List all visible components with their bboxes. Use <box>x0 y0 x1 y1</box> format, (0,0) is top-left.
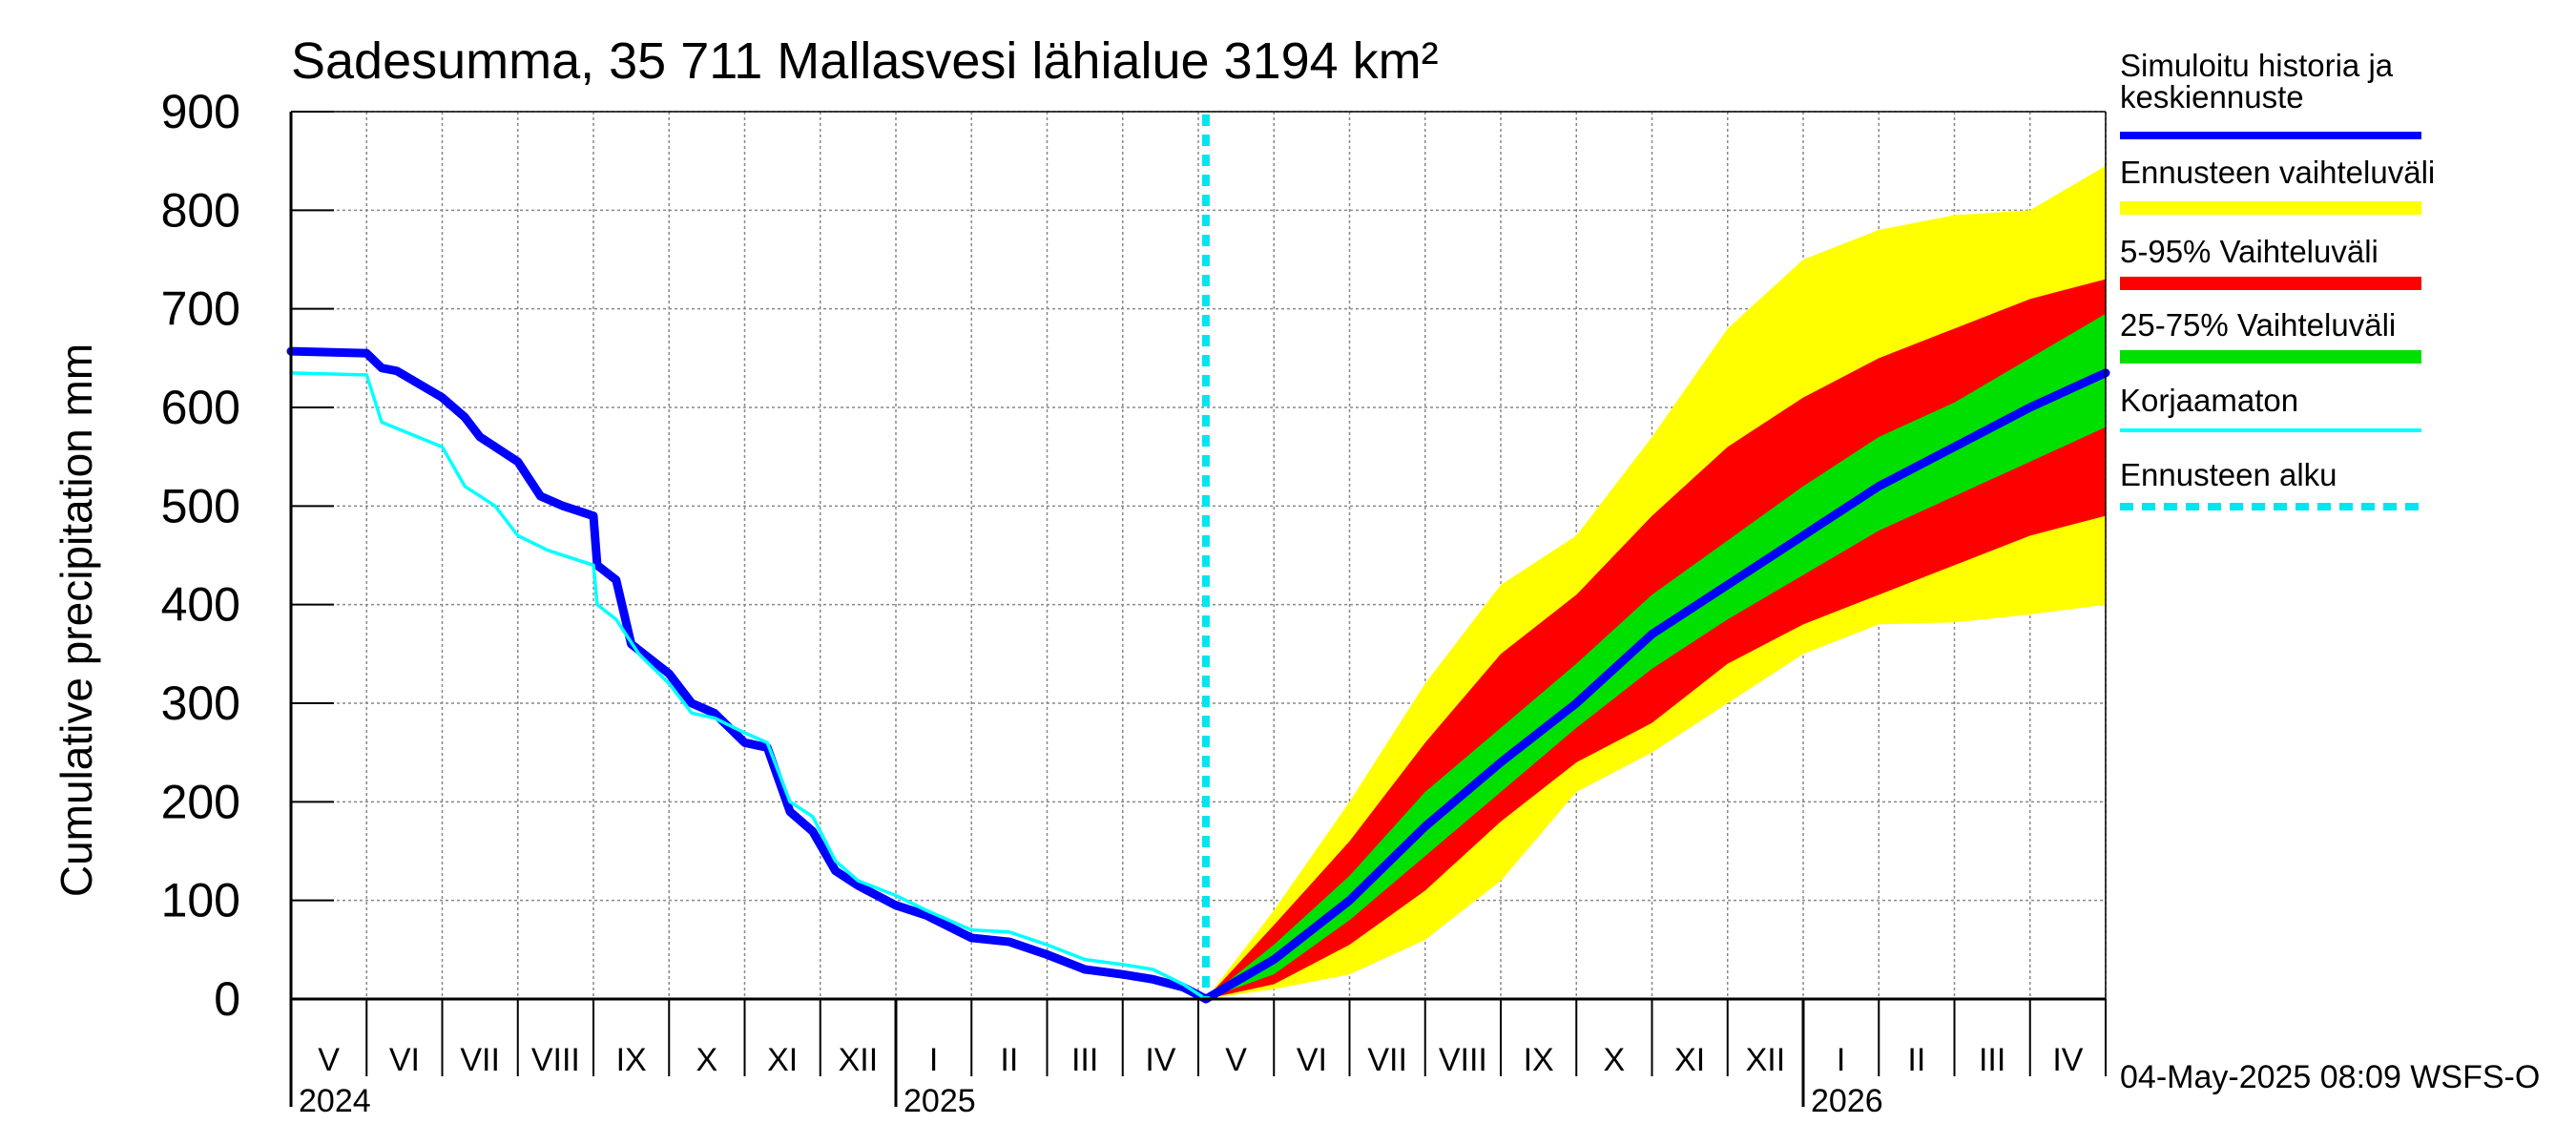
y-tick-label: 0 <box>214 972 240 1026</box>
legend-label: 25-75% Vaihteluväli <box>2120 307 2396 343</box>
legend-label: Korjaamaton <box>2120 383 2298 418</box>
month-label: VIII <box>531 1042 580 1078</box>
month-label: VI <box>389 1042 420 1078</box>
year-label: 2024 <box>299 1083 371 1119</box>
month-label: IX <box>616 1042 647 1078</box>
month-label: III <box>1071 1042 1098 1078</box>
month-label: VIII <box>1439 1042 1487 1078</box>
y-tick-label: 700 <box>161 282 240 336</box>
y-tick-label: 400 <box>161 578 240 632</box>
month-label: VI <box>1297 1042 1327 1078</box>
month-label: V <box>318 1042 340 1078</box>
month-label: XI <box>1674 1042 1705 1078</box>
month-label: I <box>929 1042 938 1078</box>
x-tick-labels: V VI VII VIII IX X XI XII I II III IV V VI VII VIII IX X X… <box>299 1042 2084 1119</box>
legend: Simuloitu historia ja keskiennuste Ennuste… <box>2120 48 2435 510</box>
month-label: V <box>1225 1042 1247 1078</box>
y-tick-label: 600 <box>161 381 240 434</box>
series-keskiennuste <box>1201 368 2110 1004</box>
month-label: IV <box>2052 1042 2083 1078</box>
y-tick-label: 800 <box>161 183 240 237</box>
y-tick-label: 100 <box>161 874 240 927</box>
month-label: VII <box>1367 1042 1407 1078</box>
series-lines <box>286 346 2110 1004</box>
legend-label: Ennusteen alku <box>2120 457 2337 492</box>
month-label: III <box>1979 1042 2005 1078</box>
legend-label: Simuloitu historia ja keskiennuste <box>2120 48 2394 114</box>
month-label: II <box>1000 1042 1018 1078</box>
footer-timestamp: 04-May-2025 08:09 WSFS-O <box>2120 1059 2540 1095</box>
month-label: II <box>1907 1042 1925 1078</box>
year-label: 2026 <box>1811 1083 1883 1119</box>
chart-title: Sadesumma, 35 711 Mallasvesi lähialue 31… <box>291 32 1439 90</box>
month-label: I <box>1837 1042 1845 1078</box>
month-label: XII <box>839 1042 879 1078</box>
month-label: XII <box>1746 1042 1786 1078</box>
y-axis-label: Cumulative precipitation mm <box>52 344 101 897</box>
year-label: 2025 <box>904 1083 976 1119</box>
y-tick-label: 300 <box>161 677 240 730</box>
month-label: IV <box>1145 1042 1175 1078</box>
month-label: XI <box>767 1042 798 1078</box>
series-simuloitu-historia-ja-keskiennuste-historia- <box>286 346 1211 1004</box>
y-tick-label: 900 <box>161 85 240 138</box>
y-tick-labels: 0 100 200 300 400 500 600 700 800 900 <box>161 85 240 1026</box>
month-label: X <box>696 1042 718 1078</box>
legend-label: Ennusteen vaihteluväli <box>2120 155 2435 190</box>
axes <box>289 111 2107 1107</box>
month-label: X <box>1604 1042 1626 1078</box>
series-korjaamaton <box>289 371 1208 1001</box>
y-tick-label: 500 <box>161 479 240 532</box>
month-label: VII <box>460 1042 500 1078</box>
legend-label: 5-95% Vaihteluväli <box>2120 234 2379 269</box>
month-label: IX <box>1524 1042 1554 1078</box>
y-tick-label: 200 <box>161 775 240 828</box>
